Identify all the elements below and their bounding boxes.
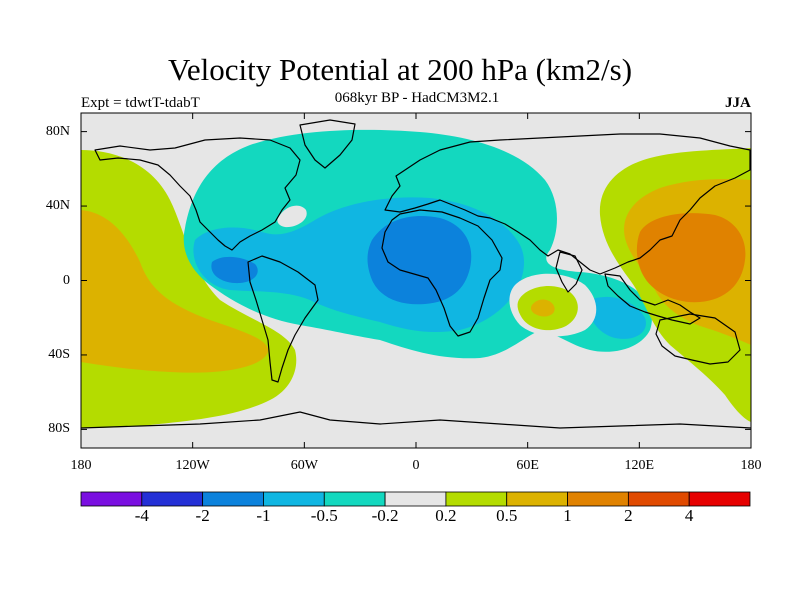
coastline-antarctica (81, 411, 751, 429)
plot-subtitle: 068kyr BP - HadCM3M2.1 (334, 90, 500, 106)
coastline-india (555, 251, 583, 293)
season-label: JJA (725, 95, 751, 111)
contour-pacific-positive-inner (81, 210, 269, 373)
colorbar-label: 1 (563, 506, 572, 525)
y-tick-label: 0 (63, 272, 70, 288)
coastlines (81, 119, 751, 429)
colorbar-swatch (506, 491, 568, 507)
x-tick-label: 60W (290, 458, 318, 473)
y-tick-label: 80S (48, 421, 70, 437)
x-tick-label: 180 (740, 458, 762, 473)
x-tick-label: 180 (70, 458, 92, 473)
coastline-australia (655, 313, 741, 365)
colorbar-label: 4 (684, 506, 694, 525)
colorbar-label: -1 (256, 506, 271, 525)
coastline-greenland (299, 119, 356, 169)
coastline-north-america (94, 137, 301, 251)
colorbar-label: 0.2 (435, 506, 457, 525)
colorbar-swatch (445, 491, 508, 507)
plot-title: Velocity Potential at 200 hPa (km2/s) (167, 52, 633, 87)
colorbar (80, 491, 751, 507)
colorbar-swatch (567, 491, 629, 507)
coastline-africa (381, 209, 503, 337)
contour-indian-negative-mid (588, 296, 646, 339)
y-tick-label: 40S (48, 346, 70, 362)
coastline-southeast-asia (604, 273, 701, 325)
contour-field (81, 113, 751, 448)
contour-west-pacific-positive-inner (636, 213, 746, 303)
colorbar-swatch (384, 491, 447, 507)
colorbar-label: -4 (134, 506, 149, 525)
x-tick-label: 120W (175, 458, 210, 473)
x-tick-label: 60E (516, 458, 539, 473)
contour-indian-positive-inner (530, 299, 555, 317)
colorbar-swatch (627, 491, 690, 507)
contour-africa-negative-inner (367, 216, 472, 305)
colorbar-swatch (263, 491, 325, 507)
y-tick-label: 80N (45, 123, 70, 139)
colorbar-label: 2 (624, 506, 633, 525)
colorbar-label: -0.5 (310, 506, 338, 525)
colorbar-label: 0.5 (496, 506, 518, 525)
y-tick-label: 40N (45, 198, 70, 214)
colorbar-swatch (141, 491, 204, 507)
coastline-eurasia (384, 133, 751, 275)
coastline-south-america (247, 255, 319, 383)
axis-ticks (80, 113, 752, 448)
contour-pacific-negative-inner (211, 256, 258, 284)
colorbar-swatch (80, 491, 143, 507)
colorbar-label: -2 (195, 506, 210, 525)
experiment-label: Expt = tdwtT-tdabT (81, 95, 200, 111)
contour-gap-north-atlantic (277, 205, 307, 228)
colorbar-label: -0.2 (371, 506, 399, 525)
colorbar-swatch (688, 491, 751, 507)
colorbar-swatch (202, 491, 264, 507)
x-tick-label: 0 (412, 458, 420, 473)
colorbar-swatch (323, 491, 386, 507)
x-tick-label: 120E (624, 458, 655, 473)
